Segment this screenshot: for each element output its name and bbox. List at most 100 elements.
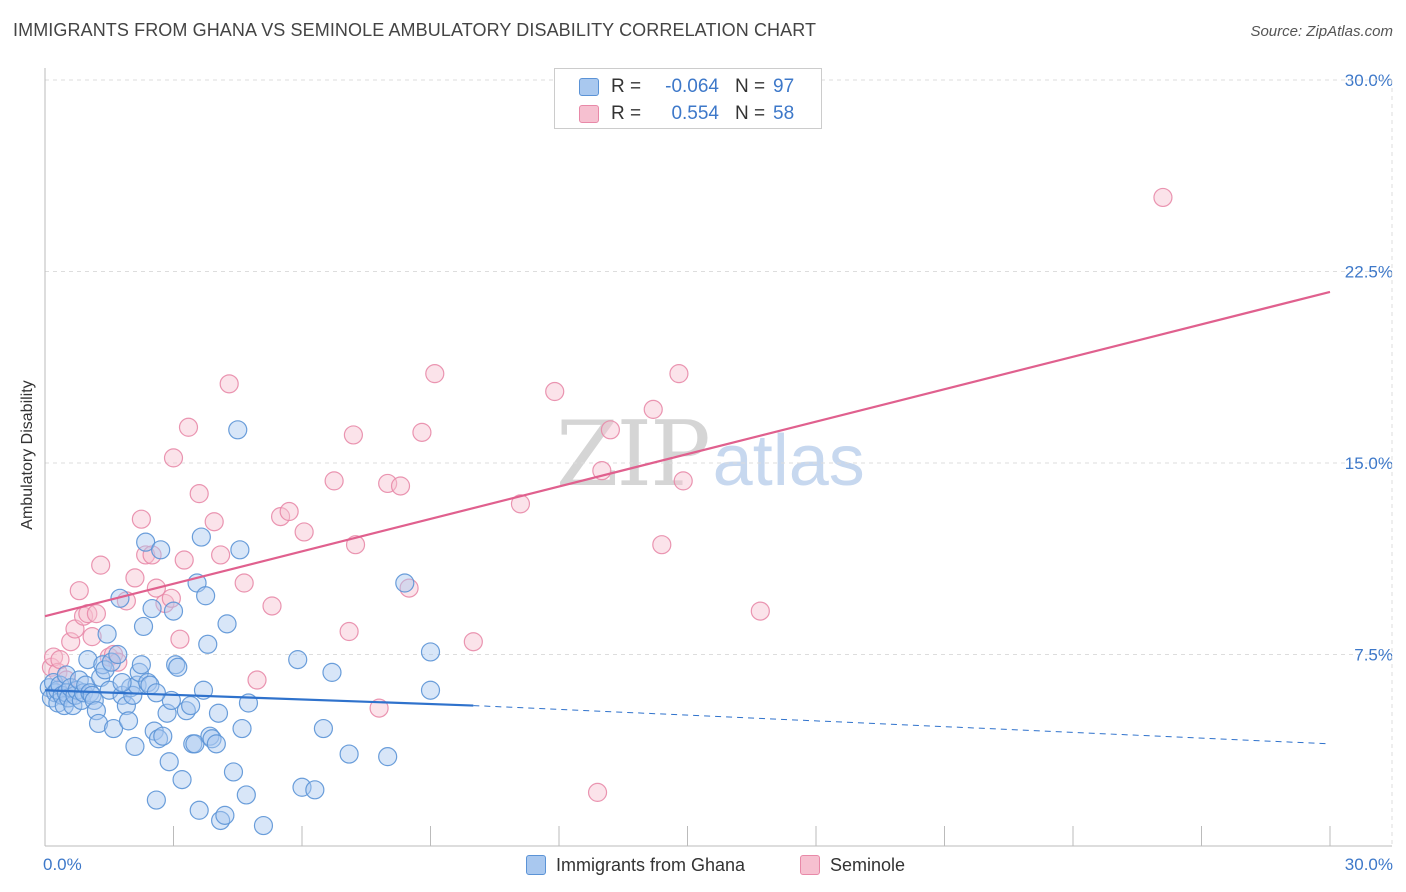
seminole-point xyxy=(425,364,445,384)
seminole-point xyxy=(91,555,111,575)
legend-item-seminole[interactable]: Seminole xyxy=(800,852,905,878)
ghana-point xyxy=(313,718,334,739)
ghana-point xyxy=(172,770,192,790)
seminole-point xyxy=(390,476,411,496)
seminole-point xyxy=(219,374,239,394)
seminole-point xyxy=(324,471,344,491)
seminole-point xyxy=(412,422,432,442)
y-tick-label: 22.5% xyxy=(1345,263,1393,282)
seminole-point xyxy=(262,596,282,616)
ghana-point xyxy=(196,586,216,606)
ghana-point xyxy=(168,657,188,677)
seminole-point xyxy=(643,399,663,419)
seminole-point xyxy=(545,381,565,402)
legend-n-value: 97 xyxy=(773,76,795,97)
seminole-point xyxy=(1153,187,1173,208)
ghana-point xyxy=(112,672,132,693)
seminole-point xyxy=(247,670,267,690)
legend-n-label: N = xyxy=(735,103,766,124)
seminole-point xyxy=(750,601,770,621)
ghana-point xyxy=(420,642,441,662)
ghana-point xyxy=(253,815,274,836)
ghana-point xyxy=(108,644,128,665)
legend-label-ghana: Immigrants from Ghana xyxy=(556,855,746,875)
ghana-point xyxy=(217,614,237,634)
ghana-point xyxy=(95,660,115,680)
ghana-point xyxy=(305,780,325,800)
ghana-point xyxy=(223,762,244,782)
ghana-point xyxy=(208,703,229,723)
ghana-trend-extension xyxy=(473,705,1331,745)
ghana-point xyxy=(236,785,256,805)
legend-n-value: 58 xyxy=(773,103,795,124)
ghana-point xyxy=(230,540,250,560)
ghana-point xyxy=(133,616,154,637)
seminole-point xyxy=(463,632,483,652)
seminole-point xyxy=(163,448,184,468)
y-axis-label: Ambulatory Disability xyxy=(19,380,36,530)
ghana-point xyxy=(69,670,89,690)
seminole-point xyxy=(587,782,608,802)
ghana-point xyxy=(191,527,211,547)
seminole-point xyxy=(600,420,621,440)
seminole-point xyxy=(510,494,531,514)
ghana-point xyxy=(125,736,145,757)
chart-title: IMMIGRANTS FROM GHANA VS SEMINOLE AMBULA… xyxy=(13,20,817,40)
legend-r-value: -0.064 xyxy=(665,76,719,97)
seminole-point xyxy=(211,545,231,565)
ghana-point xyxy=(395,573,415,593)
seminole-point xyxy=(669,364,689,384)
x-tick-label: 30.0% xyxy=(1345,855,1393,874)
ghana-point xyxy=(288,650,308,670)
source-label: Source: ZipAtlas.com xyxy=(1250,23,1393,40)
ghana-point xyxy=(206,734,226,754)
ghana-point xyxy=(153,726,173,746)
ghana-point xyxy=(339,744,359,764)
legend-row-ghana: R = -0.064 N = 97 xyxy=(555,75,823,99)
seminole-point xyxy=(125,568,145,588)
legend-r-label: R = xyxy=(611,76,642,97)
legend-swatch-blue xyxy=(526,855,546,875)
seminole-point xyxy=(131,509,151,529)
seminole-trend-line xyxy=(44,290,1331,618)
seminole-point xyxy=(82,627,102,647)
ghana-point xyxy=(88,713,109,734)
legend-swatch-pink xyxy=(579,105,599,123)
seminole-point xyxy=(234,573,254,593)
legend-n-label: N = xyxy=(735,76,766,97)
seminole-point xyxy=(673,471,693,491)
legend-swatch-blue xyxy=(579,78,599,96)
seminole-point xyxy=(189,484,209,504)
ghana-point xyxy=(97,624,117,644)
seminole-point xyxy=(170,629,190,649)
ghana-point xyxy=(151,540,171,560)
ghana-point xyxy=(378,747,398,767)
seminole-point xyxy=(178,417,199,437)
seminole-point xyxy=(339,621,359,642)
seminole-point xyxy=(204,512,224,532)
seminole-point xyxy=(61,632,81,652)
ghana-point xyxy=(189,800,209,820)
correlation-legend: R = -0.064 N = 97 R = 0.554 N = 58 xyxy=(554,68,822,129)
seminole-point xyxy=(343,425,363,445)
ghana-point xyxy=(146,790,166,810)
ghana-point xyxy=(228,420,248,440)
ghana-point xyxy=(232,718,252,739)
y-tick-label: 15.0% xyxy=(1345,454,1393,473)
series-legend: Immigrants from Ghana Seminole xyxy=(0,852,1406,878)
seminole-point xyxy=(174,550,194,570)
ghana-point xyxy=(103,718,124,739)
seminole-point xyxy=(294,522,314,542)
ghana-point xyxy=(215,805,235,825)
ghana-point xyxy=(322,662,342,682)
legend-swatch-pink xyxy=(800,855,820,875)
ghana-point xyxy=(200,726,220,746)
seminole-point xyxy=(369,698,389,718)
legend-item-ghana[interactable]: Immigrants from Ghana xyxy=(526,852,745,878)
ghana-point xyxy=(420,680,441,700)
ghana-point xyxy=(146,683,166,703)
ghana-trend-line xyxy=(44,689,474,707)
ghana-point xyxy=(118,711,139,731)
ghana-point xyxy=(136,532,156,552)
